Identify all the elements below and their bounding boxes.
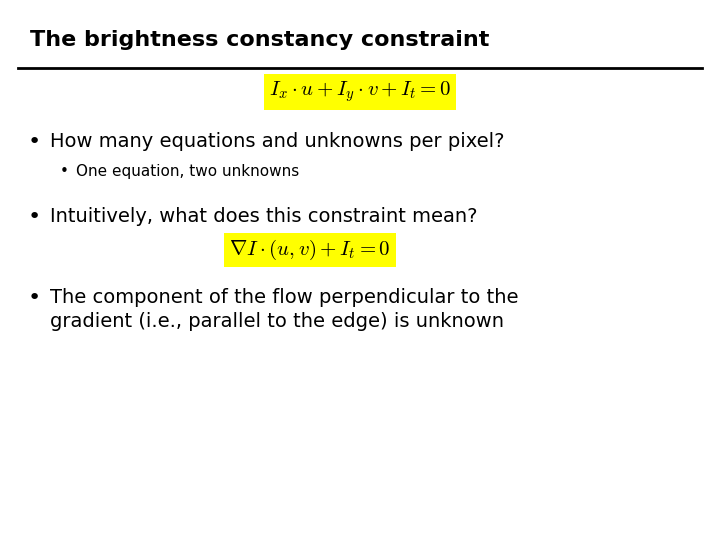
Text: $I_x \cdot u + I_y \cdot v + I_t = 0$: $I_x \cdot u + I_y \cdot v + I_t = 0$ xyxy=(269,79,451,104)
Text: Intuitively, what does this constraint mean?: Intuitively, what does this constraint m… xyxy=(50,207,477,226)
Text: The component of the flow perpendicular to the: The component of the flow perpendicular … xyxy=(50,288,518,307)
Text: •: • xyxy=(60,164,69,179)
Text: $\nabla I \cdot (u,v) + I_t = 0$: $\nabla I \cdot (u,v) + I_t = 0$ xyxy=(229,238,391,262)
Text: One equation, two unknowns: One equation, two unknowns xyxy=(76,164,300,179)
Text: •: • xyxy=(28,132,41,152)
Text: gradient (i.e., parallel to the edge) is unknown: gradient (i.e., parallel to the edge) is… xyxy=(50,312,504,331)
Text: •: • xyxy=(28,207,41,227)
Text: How many equations and unknowns per pixel?: How many equations and unknowns per pixe… xyxy=(50,132,505,151)
Text: The brightness constancy constraint: The brightness constancy constraint xyxy=(30,30,490,50)
Text: •: • xyxy=(28,288,41,308)
